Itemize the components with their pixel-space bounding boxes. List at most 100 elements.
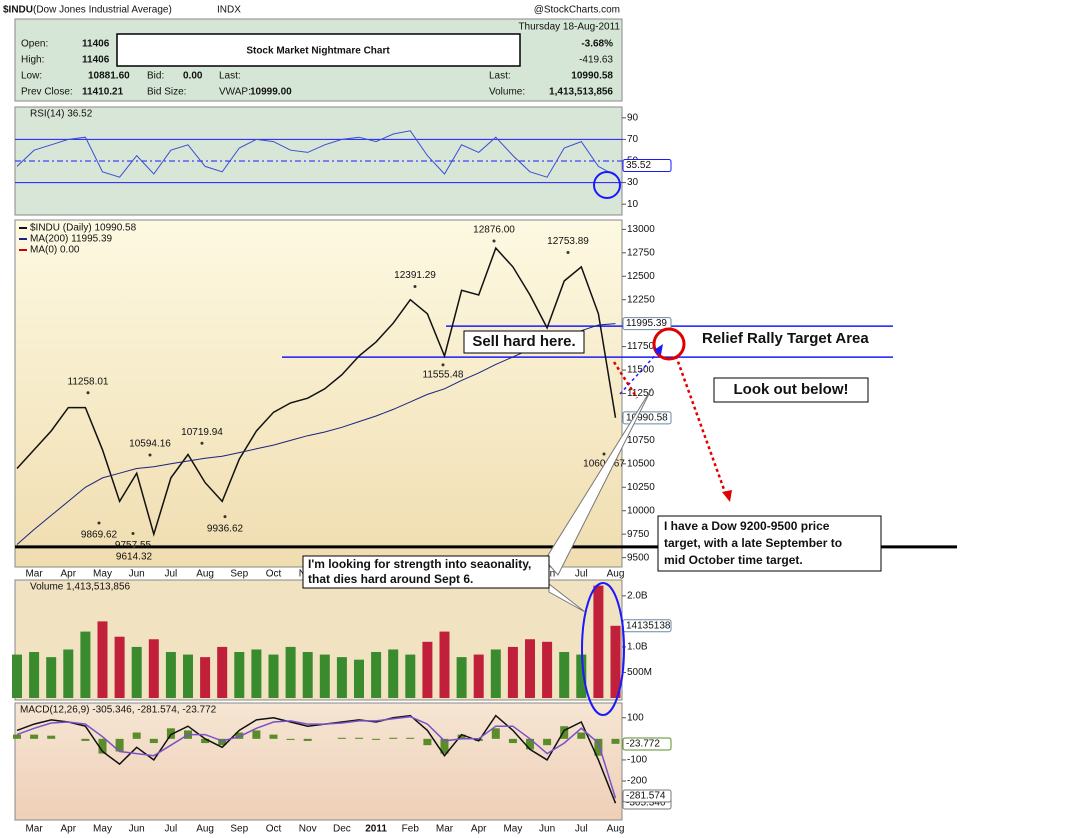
x-tick-label: Aug bbox=[196, 824, 214, 835]
y-tick-label: 9750 bbox=[627, 529, 650, 540]
histogram-bar bbox=[457, 734, 466, 739]
volume-bar bbox=[405, 654, 416, 698]
histogram-bar bbox=[389, 737, 398, 739]
value-tag bbox=[622, 159, 672, 173]
volume-bar bbox=[80, 631, 91, 698]
volume-bar bbox=[388, 649, 399, 698]
annotation-box bbox=[302, 555, 550, 589]
extreme-label: 12391.29 bbox=[394, 270, 436, 281]
x-tick-label: May bbox=[93, 824, 112, 835]
x-tick-label: Dec bbox=[333, 824, 351, 835]
annotation: mid October time target. bbox=[664, 553, 803, 567]
panel-title: Volume 1,413,513,856 bbox=[30, 582, 131, 593]
annotation: Relief Rally Target Area bbox=[702, 330, 869, 347]
x-tick-label: Jun bbox=[129, 569, 145, 580]
x-tick-label: Aug bbox=[607, 569, 625, 580]
callout-pointer bbox=[544, 387, 653, 576]
x-tick-label: Oct bbox=[266, 569, 282, 580]
x-tick-label: Feb bbox=[402, 824, 420, 835]
series-line bbox=[16, 246, 617, 537]
volume-bar bbox=[165, 652, 176, 698]
target-circle bbox=[652, 327, 686, 361]
x-tick-label: Jun bbox=[539, 824, 555, 835]
volume-bar bbox=[525, 639, 535, 698]
y-tick-label: -100 bbox=[627, 755, 647, 766]
y-tick-label: 10750 bbox=[627, 435, 655, 446]
x-tick-label: Sep bbox=[230, 824, 248, 835]
extreme-point bbox=[86, 391, 90, 395]
y-tick-label: 10 bbox=[627, 199, 639, 210]
x-tick-label: Oct bbox=[266, 824, 282, 835]
extreme-point bbox=[413, 284, 417, 288]
panel-title: MACD(12,26,9) -305.346, -281.574, -23.77… bbox=[20, 705, 217, 716]
volume-bar bbox=[114, 636, 125, 698]
annotation-box bbox=[713, 377, 869, 403]
extreme-point bbox=[223, 515, 227, 519]
y-tick-label: 13000 bbox=[627, 224, 655, 235]
histogram-bar bbox=[577, 732, 586, 739]
y-tick-label: 90 bbox=[627, 112, 639, 123]
volume-bar bbox=[131, 646, 142, 698]
x-tick-label: Sep bbox=[230, 569, 248, 580]
series-line bbox=[16, 715, 617, 799]
histogram-bar bbox=[303, 738, 312, 741]
extreme-label: 11555.48 bbox=[423, 369, 464, 380]
highlight-ellipse bbox=[581, 582, 625, 716]
y-tick-label: 30 bbox=[627, 177, 639, 188]
extreme-label: 9936.62 bbox=[207, 523, 244, 534]
x-tick-label: Jul bbox=[575, 824, 588, 835]
label: Prev Close: bbox=[21, 87, 73, 98]
annotation: Sell hard here. bbox=[472, 333, 575, 350]
panel-title: RSI(14) 36.52 bbox=[30, 109, 93, 120]
extreme-point bbox=[492, 239, 496, 243]
annotation: Look out below! bbox=[734, 381, 849, 398]
change: -419.63 bbox=[579, 55, 613, 66]
y-tick-label: 500M bbox=[627, 667, 652, 678]
source: @StockCharts.com bbox=[534, 5, 620, 16]
x-tick-label: Mar bbox=[436, 824, 454, 835]
value: 11406 bbox=[82, 39, 110, 50]
y-tick-label: 10000 bbox=[627, 505, 655, 516]
legend-label: MA(200) 11995.39 bbox=[30, 234, 113, 245]
value-tag-label: 14135138 bbox=[626, 620, 671, 631]
legend-label: MA(0) 0.00 bbox=[30, 245, 80, 256]
extreme-label: 9614.32 bbox=[116, 552, 153, 563]
y-tick-label: 12250 bbox=[627, 294, 655, 305]
label: Open: bbox=[21, 39, 48, 50]
x-tick-label: Mar bbox=[25, 569, 43, 580]
volume-bar bbox=[29, 652, 40, 698]
volume-bar bbox=[610, 625, 621, 698]
extreme-point bbox=[148, 453, 152, 457]
histogram-bar bbox=[132, 732, 141, 739]
x-tick-label: Jul bbox=[575, 569, 588, 580]
y-tick-label: 12750 bbox=[627, 247, 655, 258]
value-tag-label: -305.346 bbox=[626, 798, 666, 809]
extreme-point bbox=[566, 250, 570, 254]
y-tick-label: 9500 bbox=[627, 552, 650, 563]
exchange: INDX bbox=[217, 5, 241, 16]
value: 1,413,513,856 bbox=[549, 87, 613, 98]
annotation-box bbox=[463, 330, 585, 354]
extreme-label: 10594.16 bbox=[129, 439, 171, 450]
extreme-point bbox=[132, 545, 136, 549]
symbol: $INDU bbox=[3, 5, 33, 16]
volume-bar bbox=[251, 649, 262, 698]
histogram-bar bbox=[508, 738, 517, 744]
volume-bar bbox=[490, 649, 501, 698]
value-tag-label: -23.772 bbox=[626, 739, 660, 750]
histogram-bar bbox=[440, 738, 449, 754]
label: Low: bbox=[21, 71, 42, 82]
label: Volume: bbox=[489, 87, 525, 98]
y-tick-label: 10250 bbox=[627, 482, 655, 493]
volume-bar bbox=[148, 639, 159, 698]
volume-bar bbox=[46, 657, 57, 698]
histogram-bar bbox=[423, 738, 432, 746]
volume-bar bbox=[217, 646, 228, 698]
x-tick-label: Apr bbox=[471, 824, 487, 835]
volume-bar bbox=[422, 641, 433, 698]
histogram-bar bbox=[526, 738, 534, 750]
histogram-bar bbox=[491, 728, 500, 739]
value: 0.00 bbox=[183, 71, 203, 82]
x-tick-label: Aug bbox=[196, 569, 214, 580]
chart-title: Stock Market Nightmare Chart bbox=[246, 46, 390, 57]
